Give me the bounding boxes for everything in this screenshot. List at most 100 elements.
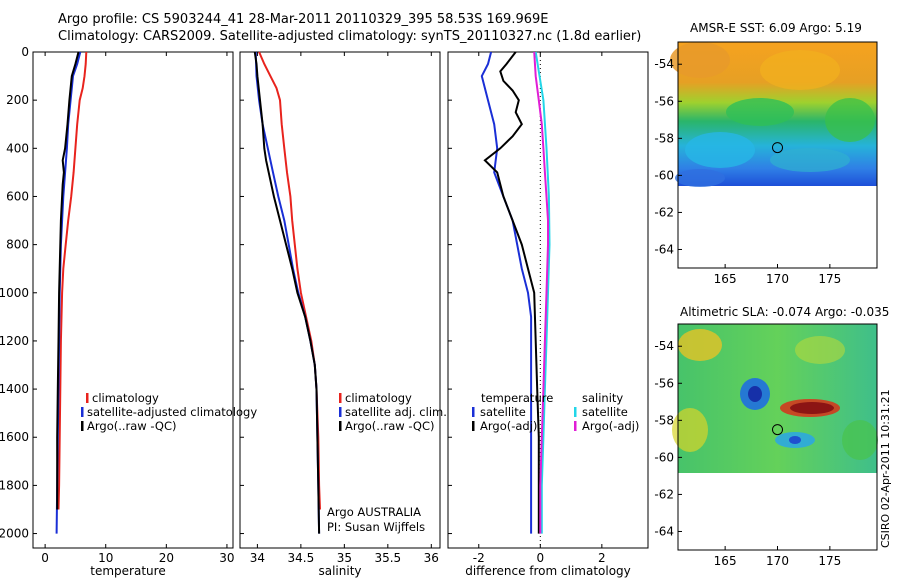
lat-tick-label: -60: [654, 168, 674, 182]
lat-tick-label: -58: [654, 413, 674, 427]
y-tick-label: 800: [6, 238, 29, 252]
legend-swatch-argo: [339, 421, 342, 431]
x-tick-label: 10: [98, 551, 113, 565]
legend-swatch-sal-argo: [574, 421, 577, 431]
lat-tick-label: -64: [654, 524, 674, 538]
sst-heatmap-image: [670, 42, 877, 187]
lon-tick-label: 165: [714, 272, 737, 286]
difference-axes-frame: [447, 51, 649, 549]
legend-swatch-sal-satellite: [574, 407, 577, 417]
argo-location-marker: [772, 424, 783, 436]
legend-swatch-climatology: [86, 393, 89, 403]
lon-tick-label: 175: [818, 554, 841, 568]
lat-tick-label: -62: [654, 205, 674, 219]
salinity-axes-frame: [239, 51, 441, 549]
x-tick-label: -2: [473, 551, 485, 565]
lon-tick-label: 170: [766, 554, 789, 568]
y-tick-label: 400: [6, 141, 29, 155]
argo-location-marker: [772, 142, 783, 154]
sst-map-panel: 165 170 175 -54 -56 -58 -60 -62 -64: [654, 41, 878, 286]
x-tick-label: 30: [219, 551, 234, 565]
difference-axis-label: difference from climatology: [465, 564, 631, 578]
y-tick-label: 1800: [0, 478, 29, 492]
series-line-satellite-temperature-: [480, 51, 533, 534]
temperature-series: [55, 51, 88, 534]
difference-series: [480, 51, 551, 534]
legend-header-temperature: temperature: [481, 391, 553, 405]
legend-label-satellite: satellite adj. clim.: [345, 405, 447, 419]
series-line-argo-raw-qc-: [253, 51, 321, 534]
lat-tick-label: -64: [654, 242, 674, 256]
y-tick-label: 1200: [0, 334, 29, 348]
sla-axis-ticks: 165 170 175 -54 -56 -58 -60 -62 -64: [654, 339, 841, 568]
sla-map-title: Altimetric SLA: -0.074 Argo: -0.035: [680, 305, 890, 319]
lat-tick-label: -54: [654, 57, 674, 71]
series-line-satellite-salinity-: [534, 51, 551, 534]
sla-heatmap-image: [672, 324, 878, 473]
x-tick-label: 34.5: [288, 551, 315, 565]
depth-axis: 0 200 400 600 800 1000 1200 1400 1600 1800 2000: [0, 45, 37, 541]
difference-panel: -2 0 2 temperature salinity satellite Argo…: [447, 51, 649, 578]
argo-australia-annotation: Argo AUSTRALIA: [327, 505, 421, 519]
temperature-panel: 0 200 400 600 800 1000 1200 1400 1600 1800 2000 0 1…: [0, 45, 257, 578]
legend-label-climatology: climatology: [345, 391, 412, 405]
series-line-climatology: [258, 51, 321, 510]
temperature-legend: climatology satellite-adjusted climatolo…: [81, 391, 257, 433]
temperature-x-axis: 0 10 20 30: [41, 52, 235, 565]
sst-map-title: AMSR-E SST: 6.09 Argo: 5.19: [690, 21, 862, 35]
legend-swatch-satellite: [81, 407, 84, 417]
x-tick-label: 20: [159, 551, 174, 565]
legend-swatch-climatology: [339, 393, 342, 403]
legend-header-salinity: salinity: [582, 391, 623, 405]
series-line-argo-adj-temperature-: [483, 51, 540, 534]
lat-tick-label: -62: [654, 487, 674, 501]
difference-x-axis: -2 0 2: [448, 51, 606, 565]
x-tick-label: 35: [337, 551, 352, 565]
x-tick-label: 0: [536, 551, 544, 565]
x-tick-label: 34: [250, 551, 265, 565]
x-tick-label: 0: [41, 551, 49, 565]
lat-tick-label: -60: [654, 450, 674, 464]
series-line-argo-adj-salinity-: [533, 51, 549, 534]
pi-annotation: PI: Susan Wijffels: [327, 520, 425, 534]
x-tick-label: 2: [598, 551, 606, 565]
lon-tick-label: 175: [818, 272, 841, 286]
figure-title-line1: Argo profile: CS 5903244_41 28-Mar-2011 …: [58, 12, 549, 27]
legend-label-argo: Argo(..raw -QC): [345, 419, 435, 433]
legend-swatch-temp-satellite: [472, 407, 475, 417]
lat-tick-label: -54: [654, 339, 674, 353]
salinity-series: [253, 51, 321, 534]
lat-tick-label: -56: [654, 94, 674, 108]
temperature-axes-frame: [32, 51, 234, 549]
difference-legend: temperature salinity satellite Argo(-adj…: [472, 391, 639, 433]
legend-swatch-argo: [81, 421, 84, 431]
salinity-axis-label: salinity: [318, 564, 361, 578]
salinity-x-axis: 34 34.5 35 35.5 36: [240, 51, 439, 565]
legend-label-temp-argo: Argo(-adj): [480, 419, 537, 433]
y-tick-label: 1000: [0, 286, 29, 300]
legend-swatch-satellite: [339, 407, 342, 417]
legend-label-argo: Argo(..raw -QC): [87, 419, 177, 433]
y-tick-label: 200: [6, 93, 29, 107]
figure-title-line2: Climatology: CARS2009. Satellite-adjuste…: [58, 29, 642, 44]
legend-label-satellite: satellite-adjusted climatology: [87, 405, 257, 419]
y-tick-label: 1400: [0, 382, 29, 396]
y-tick-label: 1600: [0, 430, 29, 444]
y-tick-label: 2000: [0, 527, 29, 541]
sla-map-panel: 165 170 175 -54 -56 -58 -60 -62 -64: [654, 323, 878, 568]
lon-tick-label: 165: [714, 554, 737, 568]
x-tick-label: 35.5: [374, 551, 401, 565]
series-line-climatology: [57, 51, 88, 510]
lon-tick-label: 170: [766, 272, 789, 286]
series-line-satellite-adj-clim-: [254, 51, 321, 534]
lat-tick-label: -56: [654, 376, 674, 390]
legend-swatch-temp-argo: [472, 421, 475, 431]
series-line-argo-raw-qc-: [56, 51, 80, 510]
sst-axis-ticks: 165 170 175 -54 -56 -58 -60 -62 -64: [654, 57, 841, 286]
y-tick-label: 600: [6, 189, 29, 203]
y-tick-label: 0: [21, 45, 29, 59]
salinity-legend: climatology satellite adj. clim. Argo(..…: [339, 391, 447, 433]
legend-label-sal-satellite: satellite: [582, 405, 628, 419]
legend-label-climatology: climatology: [92, 391, 159, 405]
